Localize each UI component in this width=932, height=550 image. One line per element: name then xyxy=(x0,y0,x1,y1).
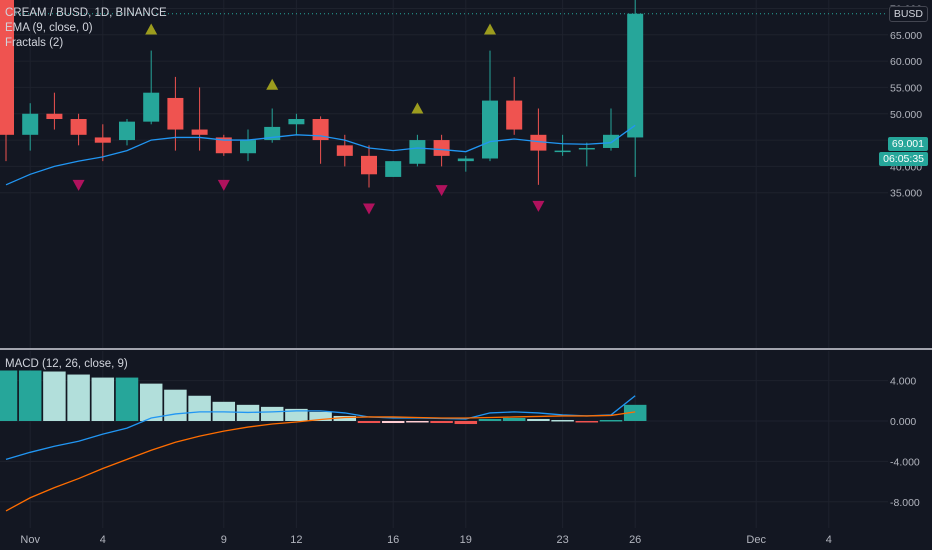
candle-body[interactable] xyxy=(70,119,87,135)
time-tick-label: Nov xyxy=(20,534,40,546)
price-tick-label: 65.000 xyxy=(890,30,922,42)
macd-histogram-bar[interactable] xyxy=(575,421,599,423)
candle-body[interactable] xyxy=(361,155,377,175)
candle-body[interactable] xyxy=(433,140,450,156)
candle-body[interactable] xyxy=(240,140,256,154)
candle-body[interactable] xyxy=(312,119,329,141)
grid xyxy=(0,0,888,528)
fractal-up-marker xyxy=(411,102,424,114)
macd-line[interactable] xyxy=(5,395,636,461)
time-tick-label: 12 xyxy=(290,534,302,546)
macd-histogram-bar[interactable] xyxy=(381,421,405,424)
candle-body[interactable] xyxy=(288,119,305,125)
time-tick-label: 9 xyxy=(221,534,227,546)
macd-histogram-bar[interactable] xyxy=(357,421,381,424)
macd-histogram-bar[interactable] xyxy=(18,370,42,422)
signal-line[interactable] xyxy=(5,411,636,512)
price-tick-label: 35.000 xyxy=(890,188,922,200)
candle-body[interactable] xyxy=(46,113,63,120)
macd-pane[interactable] xyxy=(0,370,647,512)
time-tick-label: 26 xyxy=(629,534,641,546)
macd-histogram-bar[interactable] xyxy=(430,421,453,424)
macd-histogram-bar[interactable] xyxy=(91,377,115,421)
candle-body[interactable] xyxy=(482,100,498,159)
macd-histogram-bar[interactable] xyxy=(0,370,18,422)
macd-histogram-bar[interactable] xyxy=(333,415,357,421)
macd-axis[interactable]: 4.000 0.000 -4.000 -8.000 xyxy=(890,376,920,509)
candle-body[interactable] xyxy=(191,129,208,135)
macd-histogram-bar[interactable] xyxy=(67,374,90,421)
fractal-down-marker xyxy=(217,179,230,191)
candle-body[interactable] xyxy=(143,92,160,122)
macd-tick-label: 0.000 xyxy=(890,416,916,428)
macd-histogram-bar[interactable] xyxy=(309,411,332,421)
macd-tick-label: 4.000 xyxy=(890,376,916,388)
macd-legend: MACD (12, 26, close, 9) xyxy=(5,357,128,372)
fractal-down-marker xyxy=(435,185,448,197)
fractal-down-marker xyxy=(363,203,375,215)
candle-body[interactable] xyxy=(385,161,402,177)
time-tick-label: 19 xyxy=(460,534,472,546)
last-price-tag: 69.001 xyxy=(887,137,928,151)
symbol-title[interactable]: CREAM / BUSD, 1D, BINANCE xyxy=(5,7,167,19)
macd-legend-label[interactable]: MACD (12, 26, close, 9) xyxy=(5,358,128,370)
candle-body[interactable] xyxy=(336,145,353,156)
fractal-up-marker xyxy=(145,23,158,35)
candle-body[interactable] xyxy=(94,137,111,143)
price-tick-label: 60.000 xyxy=(890,56,922,68)
candle-body[interactable] xyxy=(409,140,426,164)
candle-body[interactable] xyxy=(457,158,474,162)
candle-body[interactable] xyxy=(603,134,619,148)
macd-histogram-bar[interactable] xyxy=(260,406,284,421)
macd-tick-label: -4.000 xyxy=(890,456,920,468)
ema-line[interactable] xyxy=(5,124,636,186)
price-tick-label: 55.000 xyxy=(890,82,922,94)
candle-body[interactable] xyxy=(506,100,523,130)
fractals-legend[interactable]: Fractals (2) xyxy=(5,37,64,49)
macd-histogram-bar[interactable] xyxy=(164,389,187,421)
macd-tick-label: -8.000 xyxy=(890,497,920,509)
macd-histogram-bar[interactable] xyxy=(551,419,574,422)
candle-body[interactable] xyxy=(578,147,595,150)
candle-body[interactable] xyxy=(0,0,14,135)
fractal-up-marker xyxy=(266,78,279,90)
price-legend: CREAM / BUSD, 1D, BINANCE EMA (9, close,… xyxy=(5,6,167,51)
time-tick-label: 4 xyxy=(100,534,106,546)
time-tick-label: Dec xyxy=(746,534,766,546)
ema-legend[interactable]: EMA (9, close, 0) xyxy=(5,22,93,34)
candle-body[interactable] xyxy=(119,121,135,141)
time-tick-label: 23 xyxy=(556,534,568,546)
time-tick-label: 4 xyxy=(826,534,832,546)
fractal-up-marker xyxy=(484,23,496,35)
candle-body[interactable] xyxy=(554,150,571,153)
macd-histogram-bar[interactable] xyxy=(599,419,623,422)
macd-histogram-bar[interactable] xyxy=(502,417,526,421)
candle-body[interactable] xyxy=(627,13,644,138)
currency-badge[interactable]: BUSD xyxy=(888,6,928,22)
macd-histogram-bar[interactable] xyxy=(406,421,429,423)
candle-body[interactable] xyxy=(167,97,184,130)
macd-histogram-bar[interactable] xyxy=(454,421,478,425)
macd-histogram-bar[interactable] xyxy=(478,418,502,421)
candle-body[interactable] xyxy=(530,134,547,151)
candle-body[interactable] xyxy=(22,113,39,135)
macd-histogram-bar[interactable] xyxy=(623,404,647,421)
price-tick-label: 50.000 xyxy=(890,109,922,121)
macd-histogram-bar[interactable] xyxy=(139,383,163,421)
macd-histogram-bar[interactable] xyxy=(43,371,66,421)
macd-histogram-bar[interactable] xyxy=(285,408,308,421)
time-axis[interactable]: Nov 4 9 12 16 19 23 26 Dec 4 xyxy=(20,534,831,546)
countdown-tag: 06:05:35 xyxy=(879,152,928,166)
macd-histogram-bar[interactable] xyxy=(527,418,550,421)
price-pane[interactable] xyxy=(0,0,888,215)
candle-body[interactable] xyxy=(215,137,232,154)
macd-histogram-bar[interactable] xyxy=(188,395,211,421)
fractal-down-marker xyxy=(72,179,85,191)
fractal-down-marker xyxy=(532,200,545,212)
macd-histogram-bar[interactable] xyxy=(115,377,139,421)
time-tick-label: 16 xyxy=(387,534,399,546)
